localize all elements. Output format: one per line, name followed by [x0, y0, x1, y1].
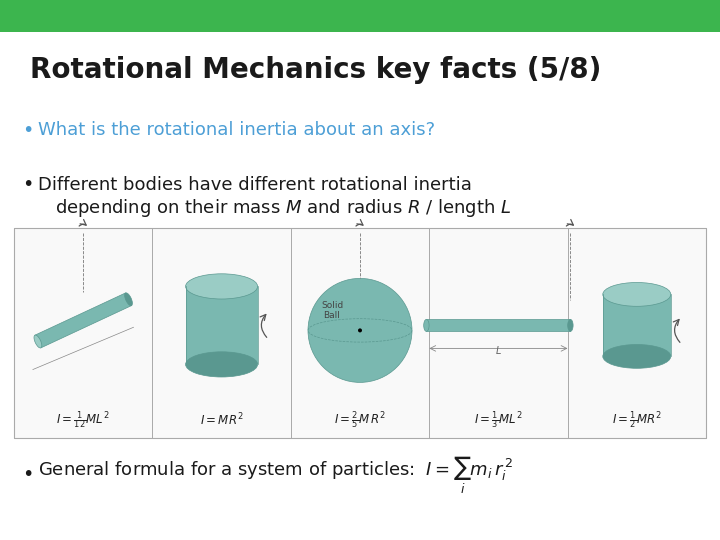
Ellipse shape — [603, 345, 671, 368]
Bar — [567, 228, 706, 438]
Text: $I = \frac{1}{3}ML^2$: $I = \frac{1}{3}ML^2$ — [474, 409, 523, 431]
Text: $I = \frac{1}{12}ML^2$: $I = \frac{1}{12}ML^2$ — [56, 409, 110, 431]
Bar — [426, 319, 570, 332]
Ellipse shape — [423, 319, 429, 332]
Text: depending on their mass $M$ and radius $R$ / length $L$: depending on their mass $M$ and radius $… — [55, 197, 511, 219]
Text: •: • — [22, 176, 33, 194]
Bar — [603, 294, 671, 356]
Text: What is the rotational inertia about an axis?: What is the rotational inertia about an … — [38, 121, 435, 139]
Ellipse shape — [186, 352, 258, 377]
Bar — [429, 228, 567, 438]
Bar — [14, 228, 153, 438]
Bar — [186, 286, 258, 364]
Ellipse shape — [186, 274, 258, 299]
Bar — [14, 228, 706, 438]
Circle shape — [358, 328, 362, 333]
Text: •: • — [22, 120, 33, 139]
Ellipse shape — [125, 293, 132, 306]
Text: Different bodies have different rotational inertia: Different bodies have different rotation… — [38, 176, 472, 194]
Bar — [0, 0, 720, 32]
Text: $I = MR^2$: $I = MR^2$ — [200, 411, 243, 428]
Text: Rotational Mechanics key facts (5/8): Rotational Mechanics key facts (5/8) — [30, 56, 601, 84]
Text: Solid
Ball: Solid Ball — [321, 301, 343, 320]
Text: L: L — [495, 346, 501, 356]
Bar — [153, 228, 291, 438]
Ellipse shape — [34, 335, 42, 348]
Circle shape — [308, 279, 412, 382]
Bar — [291, 228, 429, 438]
Ellipse shape — [603, 282, 671, 306]
Polygon shape — [35, 293, 132, 348]
Text: •: • — [22, 465, 33, 484]
Text: $I = \frac{2}{5}M\,R^2$: $I = \frac{2}{5}M\,R^2$ — [334, 409, 386, 431]
Ellipse shape — [567, 319, 573, 332]
Text: General formula for a system of particles:  $I = \sum_i m_i\, r_i^{\,2}$: General formula for a system of particle… — [38, 454, 513, 496]
Text: $I = \frac{1}{2}MR^2$: $I = \frac{1}{2}MR^2$ — [612, 409, 662, 431]
